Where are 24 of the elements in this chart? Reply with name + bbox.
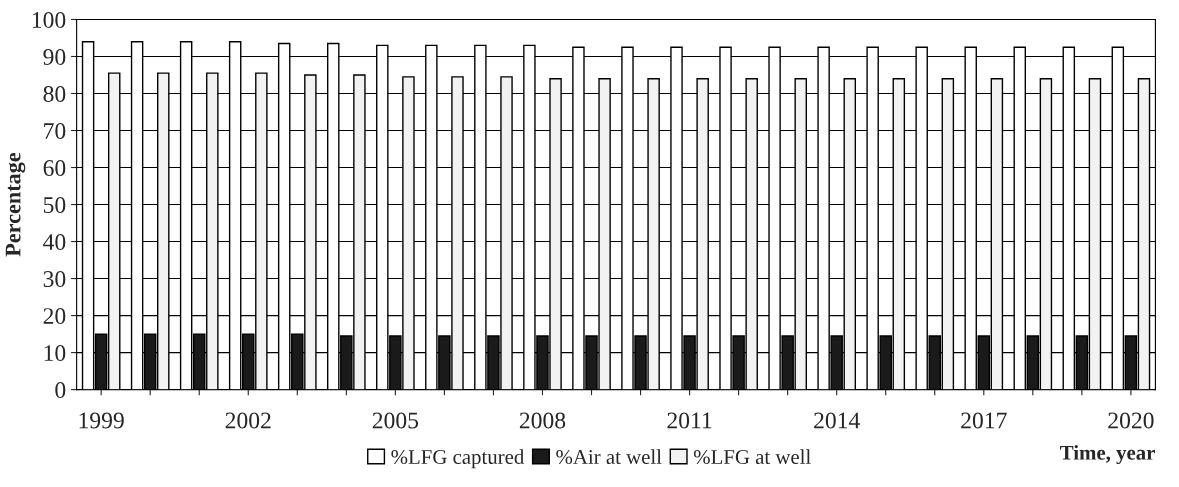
legend-label: %LFG captured: [391, 449, 525, 469]
y-tick-label: 0: [55, 382, 66, 399]
y-tick-label: 50: [43, 197, 66, 213]
x-tick-label: 2005: [372, 412, 419, 429]
x-axis-title: Time, year: [1060, 445, 1155, 465]
legend-label: %LFG at well: [693, 449, 811, 465]
y-tick-label: 10: [44, 345, 66, 362]
x-tick-label: 2014: [814, 412, 860, 429]
y-tick-label: 80: [43, 85, 66, 102]
y-tick-label: 30: [43, 271, 66, 287]
x-tick-label: 2020: [1108, 412, 1154, 429]
x-tick-label: 1999: [79, 412, 124, 429]
y-tick-label: 100: [32, 11, 66, 28]
y-tick-label: 60: [43, 160, 66, 176]
y-axis-title: Percentage: [5, 152, 26, 257]
y-tick-label: 20: [43, 308, 66, 324]
y-tick-label: 40: [43, 234, 66, 250]
y-tick-label: 70: [44, 123, 66, 139]
x-tick-label: 2008: [519, 412, 566, 429]
x-tick-label: 2002: [225, 412, 271, 429]
y-tick-label: 90: [43, 48, 66, 65]
x-tick-label: 2011: [667, 412, 712, 429]
legend-label: %Air at well: [556, 449, 662, 465]
x-tick-label: 2017: [961, 412, 1007, 429]
